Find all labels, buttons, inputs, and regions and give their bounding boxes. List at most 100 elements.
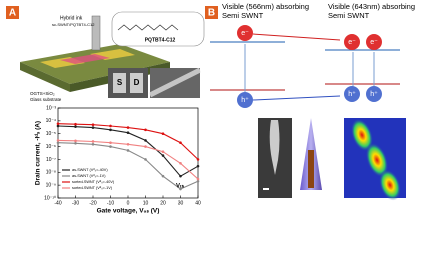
molecule-bubble	[111, 11, 205, 47]
scale-bar	[263, 188, 269, 190]
y-tick-label: 10⁻⁶	[46, 144, 56, 150]
x-tick-label: -10	[107, 200, 114, 206]
y-tick-label: 10⁻¹⁰	[44, 195, 56, 201]
data-point	[109, 124, 112, 128]
y-tick-label: 10⁻³	[46, 105, 56, 111]
data-point	[144, 128, 147, 132]
data-point	[196, 164, 200, 168]
panel-label-box	[6, 6, 19, 19]
data-point	[74, 125, 77, 129]
data-point	[126, 126, 130, 129]
transfer-arrow	[252, 95, 341, 101]
hole	[237, 92, 253, 108]
electron	[366, 34, 382, 50]
right-title: Visible (643nm) absorbing Semi SWNT	[328, 2, 415, 20]
x-tick-label: 0	[127, 200, 130, 206]
data-point	[109, 145, 112, 148]
sem-electrode	[113, 73, 126, 93]
data-point	[144, 158, 147, 161]
left-title: Visible (566nm) absorbing Semi SWNT	[222, 2, 309, 20]
data-point	[179, 141, 182, 145]
x-tick-label: 20	[160, 200, 166, 206]
legend-label: as-SWNT (Vᵈₛ=-40V)	[72, 168, 108, 172]
legend-label: sorted-SWNT (Vᵈₛ=-40V)	[72, 180, 115, 184]
data-point	[161, 174, 165, 178]
molecule	[117, 24, 179, 31]
data-point	[91, 126, 95, 129]
transfer-chart: 10⁻¹⁰ 10⁻⁹ 10⁻⁸ 10⁻⁷ 10⁻⁶ 10⁻⁵ 10⁻⁴ 10⁻³ -40 -30 -…	[35, 105, 201, 214]
electron	[344, 34, 360, 50]
x-tick-label: -30	[72, 200, 79, 206]
data-point	[196, 179, 200, 183]
ink-label: Hybrid ink	[60, 15, 83, 21]
x-tick-label: 30	[178, 200, 184, 206]
data-point	[56, 122, 60, 126]
data-point	[74, 139, 77, 143]
data-point	[126, 131, 130, 134]
data-point	[179, 161, 182, 165]
y-tick-label: 10⁻⁴	[46, 118, 56, 124]
heatmap-spot	[379, 169, 401, 201]
substrate-side	[20, 62, 70, 92]
panel-label: A	[9, 8, 16, 19]
ink-nozzle	[91, 15, 101, 51]
legend-label: as-SWNT (Vᵈₛ=-1V)	[72, 174, 106, 178]
y-tick-label: 10⁻⁵	[46, 131, 56, 137]
data-point	[144, 145, 147, 148]
hole-label: h⁺	[348, 91, 356, 98]
data-point	[179, 187, 182, 191]
electron	[237, 25, 253, 41]
y-axis-label: Drain current, -Iᵈₛ (A)	[35, 121, 42, 185]
heatmap-spot	[350, 118, 374, 152]
y-tick-label: 10⁻⁸	[46, 170, 56, 176]
sem-electrode	[130, 73, 143, 93]
annotation: Vₜₕ	[176, 184, 185, 190]
y-tick-label: 10⁻⁹	[46, 182, 56, 188]
polymer-label: PQTBT4-C12	[145, 37, 176, 43]
data-point	[74, 122, 77, 126]
tip	[269, 120, 280, 175]
data-point	[56, 124, 60, 128]
electron-label: e⁻	[370, 39, 378, 46]
x-axis-label: Gate voltage, V₉ₛ (V)	[97, 208, 160, 215]
series-line	[57, 123, 199, 160]
data-point	[126, 143, 130, 146]
data-point	[161, 150, 165, 153]
data-point	[56, 139, 60, 142]
data-point	[91, 123, 95, 127]
data-point	[91, 143, 95, 146]
data-point	[179, 174, 182, 178]
electron-label: e⁻	[241, 30, 249, 37]
heatmap-spot	[365, 142, 389, 178]
legend-label: sorted-SWNT (Vᵈₛ=-1V)	[72, 186, 113, 190]
data-point	[161, 132, 165, 136]
data-point	[126, 149, 130, 152]
transfer-arrow	[252, 33, 341, 41]
data-point	[91, 140, 95, 143]
data-point	[144, 139, 147, 142]
data-point	[109, 128, 112, 132]
substrate-label: Glass substrate	[30, 97, 62, 102]
hole-label: h⁺	[241, 97, 249, 104]
hole	[366, 86, 382, 102]
hole	[344, 86, 360, 102]
right-title-box: Visible (643nm) absorbing Semi SWNT	[328, 2, 415, 20]
left-title-box: Visible (566nm) absorbing Semi SWNT	[222, 2, 309, 20]
data-point	[56, 141, 60, 145]
x-tick-label: -20	[89, 200, 96, 206]
channel	[60, 54, 110, 64]
dielectric-label: OGTS+SiO₂	[30, 91, 55, 96]
data-point	[109, 141, 112, 145]
x-tick-label: 10	[143, 200, 149, 206]
x-tick-label: -40	[54, 200, 61, 206]
panel-label-box	[205, 6, 218, 19]
ink-detail: sc-SWNT/PQTBT4-C12	[52, 22, 95, 27]
data-point	[196, 158, 200, 161]
cone-core	[308, 150, 314, 188]
sem-channel	[148, 67, 202, 98]
data-point	[74, 141, 77, 145]
drain-label: D	[134, 78, 140, 87]
x-tick-label: 40	[195, 200, 201, 206]
